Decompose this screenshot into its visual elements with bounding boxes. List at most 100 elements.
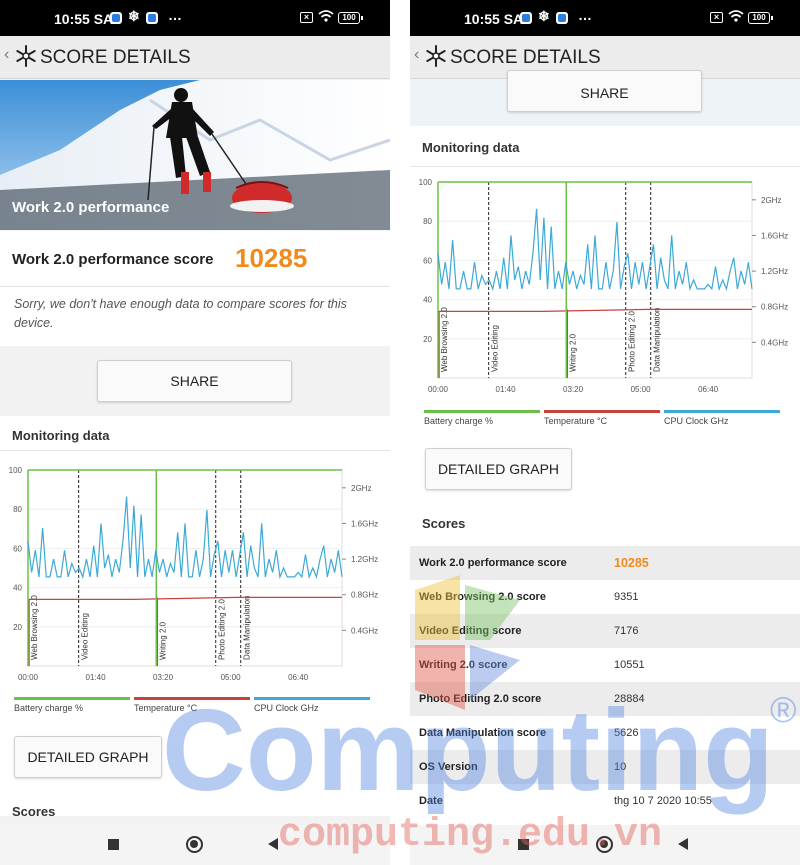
status-time: 10:55 SA	[464, 11, 524, 27]
home-icon[interactable]	[186, 836, 203, 853]
x-tick-label: 01:40	[86, 673, 107, 682]
x-tick-label: 01:40	[496, 385, 517, 394]
monitoring-title: Monitoring data	[422, 140, 520, 155]
scores-title: Scores	[422, 516, 466, 531]
section-label: Writing 2.0	[158, 621, 167, 660]
pcmark-snowflake-logo-icon	[426, 45, 446, 67]
snowflake-icon: ❄	[538, 8, 550, 24]
back-chevron-icon[interactable]: ‹	[4, 46, 10, 63]
compare-note-card: Sorry, we don't have enough data to comp…	[0, 286, 390, 346]
legend-battery: Battery charge %	[424, 410, 540, 426]
y-tick-label-left: 40	[13, 584, 22, 593]
battery-icon: 100	[338, 12, 363, 24]
legend-battery: Battery charge %	[14, 697, 130, 713]
app-bar: ‹ SCORE DETAILS	[410, 36, 800, 79]
sim-icon: ×	[710, 12, 723, 23]
battery-icon: 100	[748, 12, 773, 24]
section-label: Video Editing	[81, 613, 90, 660]
android-nav-bar	[0, 825, 390, 865]
y-tick-label-right: 0.8GHz	[761, 303, 788, 312]
back-chevron-icon[interactable]: ‹	[414, 46, 420, 63]
y-tick-label-right: 1.6GHz	[351, 519, 378, 528]
x-tick-label: 06:40	[698, 385, 719, 394]
wifi-icon	[728, 10, 744, 22]
y-tick-label-right: 1.2GHz	[761, 267, 788, 276]
y-tick-label-left: 80	[13, 505, 22, 514]
table-row: Date thg 10 7 2020 10:55	[419, 795, 712, 807]
notification-app-icon	[146, 12, 158, 24]
wifi-icon	[318, 10, 334, 22]
section-label: Writing 2.0	[568, 333, 577, 372]
skier-pulling-sled-icon	[0, 80, 390, 230]
share-button[interactable]: SHARE	[97, 360, 292, 402]
sim-icon: ×	[300, 12, 313, 23]
status-bar: 10:55 SA ❄ … × 100	[410, 0, 800, 36]
legend-temperature: Temperature °C	[134, 697, 250, 713]
y-tick-label-left: 60	[423, 256, 432, 265]
table-row: Data Manipulation score 5626	[419, 727, 639, 739]
y-tick-label-right: 2GHz	[351, 484, 371, 493]
android-nav-bar	[410, 825, 800, 865]
series-line-cpu-clock	[27, 496, 343, 580]
legend-cpu-clock: CPU Clock GHz	[254, 697, 370, 713]
back-icon[interactable]	[678, 838, 688, 850]
table-row: Photo Editing 2.0 score 28884	[410, 682, 800, 716]
hero-title: Work 2.0 performance	[12, 199, 170, 216]
section-label: Web Browsing 2.0	[30, 595, 39, 660]
x-tick-label: 03:20	[563, 385, 584, 394]
y-tick-label-left: 100	[419, 178, 433, 187]
x-tick-label: 06:40	[288, 673, 309, 682]
y-tick-label-right: 0.4GHz	[761, 338, 788, 347]
score-label: Work 2.0 performance score	[12, 251, 214, 268]
share-button[interactable]: SHARE	[507, 70, 702, 112]
series-line-temperature	[28, 596, 342, 601]
table-row: Video Editing score 7176	[410, 614, 800, 648]
home-icon[interactable]	[596, 836, 613, 853]
page-title: SCORE DETAILS	[40, 47, 191, 68]
table-row: Work 2.0 performance score 10285	[410, 546, 800, 580]
divider	[410, 166, 800, 167]
y-tick-label-left: 20	[423, 335, 432, 344]
app-bar: ‹ SCORE DETAILS	[0, 36, 390, 79]
series-line-temperature	[438, 308, 752, 313]
section-label: Photo Editing 2.0	[218, 599, 227, 660]
x-tick-label: 03:20	[153, 673, 174, 682]
notification-app-icon	[520, 12, 532, 24]
y-tick-label-right: 1.2GHz	[351, 555, 378, 564]
chart-plot-area	[437, 181, 753, 379]
section-label: Web Browsing 2.0	[440, 307, 449, 372]
monitoring-card: Monitoring data 100 80 60 40 20 2GHz 1.6GHz 1.2…	[0, 416, 390, 819]
y-tick-label-left: 100	[9, 466, 23, 475]
table-row: Writing 2.0 score 10551	[419, 659, 645, 671]
y-tick-label-right: 0.8GHz	[351, 591, 378, 600]
section-label: Photo Editing 2.0	[628, 311, 637, 372]
compare-note: Sorry, we don't have enough data to comp…	[14, 297, 347, 330]
status-bar: 10:55 SA ❄ … × 100	[0, 0, 390, 36]
detailed-graph-button[interactable]: DETAILED GRAPH	[425, 448, 572, 490]
chart-plot-area	[27, 469, 343, 667]
back-icon[interactable]	[268, 838, 278, 850]
detailed-graph-button[interactable]: DETAILED GRAPH	[14, 736, 162, 778]
y-tick-label-left: 20	[13, 623, 22, 632]
y-tick-label-left: 40	[423, 296, 432, 305]
x-tick-label: 00:00	[18, 673, 39, 682]
score-value: 10285	[235, 243, 308, 273]
y-tick-label-right: 0.4GHz	[351, 626, 378, 635]
monitoring-chart: 100 80 60 40 20 2GHz 1.6GHz 1.2GHz 0.8GHz 0.4GHz 0…	[9, 466, 378, 682]
notification-app-icon	[110, 12, 122, 24]
hero-banner: Work 2.0 performance	[0, 80, 390, 230]
table-row: Web Browsing 2.0 score 9351	[419, 591, 639, 603]
legend-cpu-clock: CPU Clock GHz	[664, 410, 780, 426]
recents-icon[interactable]	[518, 839, 529, 850]
more-notifications-icon: …	[168, 7, 183, 23]
status-time: 10:55 SA	[54, 11, 114, 27]
page-title: SCORE DETAILS	[450, 47, 601, 68]
monitoring-card: Monitoring data 100 80 60 40 20 2GHz 1.6GHz 1.2…	[410, 126, 800, 826]
pcmark-snowflake-logo-icon	[16, 45, 36, 67]
recents-icon[interactable]	[108, 839, 119, 850]
y-tick-label-left: 80	[423, 217, 432, 226]
table-row: OS Version 10	[410, 750, 800, 784]
y-tick-label-right: 2GHz	[761, 196, 781, 205]
notification-app-icon	[556, 12, 568, 24]
section-label: Data Manipulation	[243, 596, 252, 660]
